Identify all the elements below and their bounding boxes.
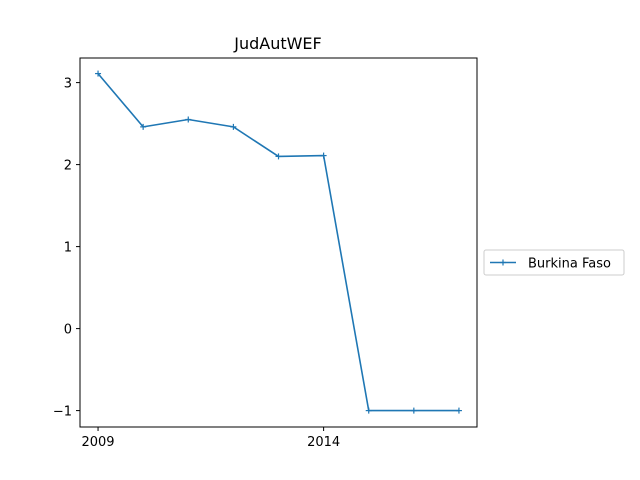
data-point <box>185 116 192 123</box>
data-point <box>365 407 372 414</box>
data-point <box>455 407 462 414</box>
legend-swatch <box>490 259 516 266</box>
data-point <box>275 153 282 160</box>
legend: Burkina Faso <box>483 249 625 276</box>
y-tick-label: 0 <box>64 323 72 338</box>
y-tick-label: 1 <box>64 241 72 256</box>
plot-area <box>95 70 462 414</box>
data-point <box>95 70 102 77</box>
data-point <box>230 123 237 130</box>
chart-title: JudAutWEF <box>233 34 322 53</box>
axes: −1 0 1 2 3 2009 2014 <box>53 77 340 450</box>
legend-box <box>483 249 625 276</box>
data-point <box>140 123 147 130</box>
plot-frame <box>79 57 478 428</box>
x-tick-label: 2009 <box>81 435 114 450</box>
y-tick-label: −1 <box>53 405 72 420</box>
legend-label: Burkina Faso <box>528 257 611 272</box>
x-tick-label: 2014 <box>307 435 340 450</box>
data-point <box>410 407 417 414</box>
y-tick-label: 2 <box>64 159 72 174</box>
y-tick-label: 3 <box>64 77 72 92</box>
data-point <box>320 152 327 159</box>
series-line-burkina-faso <box>97 73 459 412</box>
